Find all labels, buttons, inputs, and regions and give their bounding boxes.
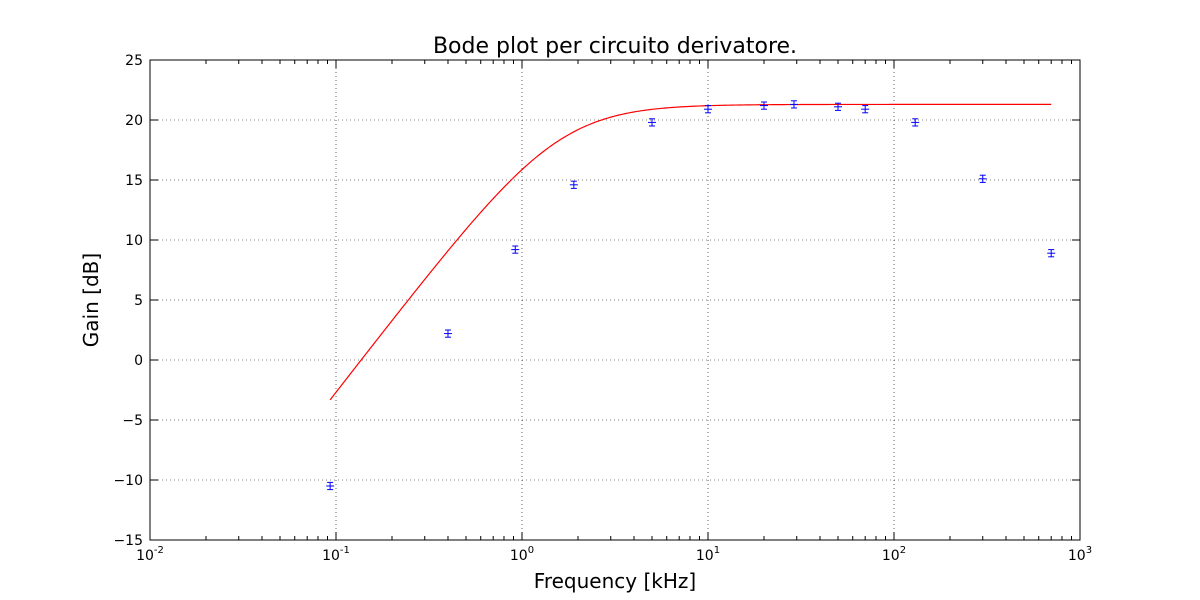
data-point	[911, 118, 920, 127]
data-point	[834, 102, 843, 111]
x-tick-exponent: 3	[1086, 545, 1092, 556]
data-point	[704, 105, 712, 114]
data-point	[790, 100, 799, 109]
data-point	[511, 245, 520, 254]
data-point	[326, 481, 335, 491]
data-point	[978, 174, 987, 183]
y-tick-label: −15	[113, 533, 143, 549]
data-point	[443, 329, 452, 338]
y-tick-label: 5	[134, 293, 143, 309]
y-axis-label: Gain [dB]	[79, 253, 103, 347]
x-tick-labels: 10-2 10-1 100 101 102 103	[136, 545, 1092, 564]
x-tick-exponent: 1	[714, 545, 720, 556]
y-tick-label: 0	[134, 353, 143, 369]
x-tick-exponent: 0	[528, 545, 534, 556]
data-points-layer	[326, 100, 1056, 491]
y-tick-label: 15	[125, 173, 143, 189]
chart-title: Bode plot per circuito derivatore.	[433, 34, 797, 59]
y-tick-label: 20	[125, 113, 143, 129]
data-point	[759, 101, 768, 110]
fit-curve-layer	[329, 103, 1052, 401]
x-tick-exponent: 2	[900, 545, 906, 556]
y-tick-label: −5	[122, 413, 143, 429]
y-tick-label: 10	[125, 233, 143, 249]
data-point	[1047, 249, 1056, 258]
data-point	[569, 180, 578, 189]
ticks	[149, 59, 1081, 541]
y-tick-label: 25	[125, 53, 143, 69]
fit-curve	[329, 103, 1052, 401]
x-tick-exponent: -2	[154, 545, 164, 556]
data-point	[861, 105, 870, 114]
y-tick-labels: −15 −10 −5 0 5 10 15 20 25	[113, 53, 143, 549]
y-tick-label: −10	[113, 473, 143, 489]
x-axis-label: Frequency [kHz]	[534, 569, 696, 593]
x-tick-exponent: -1	[340, 545, 350, 556]
data-point	[648, 118, 657, 127]
